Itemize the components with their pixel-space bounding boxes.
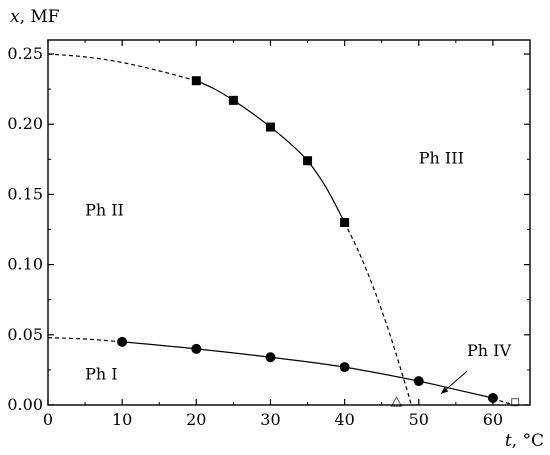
filled-circle-point — [265, 352, 276, 363]
y-tick-label: 0.20 — [7, 114, 43, 133]
y-tick-label: 0.15 — [7, 184, 43, 203]
x-axis-unit: , °C — [512, 431, 544, 451]
curve-dashed-3 — [47, 337, 123, 343]
x-tick-label: 50 — [409, 410, 429, 429]
pointer-arrow-head — [441, 386, 449, 394]
annotations-layer: Ph II Ph I Ph III Ph IV — [85, 149, 511, 395]
y-tick-label: 0.25 — [7, 44, 43, 63]
filled-circle-point — [191, 343, 202, 354]
x-tick-label: 20 — [186, 410, 206, 429]
x-tick-label: 0 — [43, 410, 53, 429]
region-label: Ph III — [419, 149, 464, 168]
curve-solid-1 — [196, 80, 346, 223]
filled-square-point — [265, 122, 275, 132]
x-tick-label: 40 — [334, 410, 354, 429]
x-tick-label: 30 — [260, 410, 280, 429]
filled-circle-point — [413, 376, 424, 387]
filled-square-point — [191, 76, 201, 86]
y-axis-var: x — [10, 7, 20, 27]
x-axis-title: t, °C — [505, 431, 544, 451]
y-axis-unit: , MF — [20, 7, 60, 27]
y-tick-label: 0.00 — [7, 395, 43, 414]
x-axis: 0 10 20 30 40 50 60 — [43, 40, 503, 429]
region-label: Ph IV — [467, 341, 511, 360]
curve-dashed-2 — [344, 222, 412, 406]
x-tick-label: 10 — [112, 410, 132, 429]
filled-square-point — [228, 95, 238, 105]
y-axis-title: x, MF — [10, 7, 60, 27]
x-tick-label: 60 — [483, 410, 503, 429]
filled-circle-point — [117, 336, 128, 347]
y-tick-label: 0.10 — [7, 255, 43, 274]
curve-solid-4 — [122, 341, 494, 399]
filled-circle-point — [339, 362, 350, 373]
markers-layer — [117, 76, 520, 407]
curves-layer — [47, 53, 516, 406]
plot-frame — [47, 39, 531, 406]
region-label: Ph I — [85, 365, 117, 384]
filled-square-point — [303, 156, 313, 166]
filled-circle-point — [487, 392, 498, 403]
curve-dashed-0 — [47, 53, 197, 82]
open-triangle-point — [390, 396, 403, 407]
region-label: Ph II — [85, 200, 124, 219]
y-tick-label: 0.05 — [7, 325, 43, 344]
x-axis-var: t — [505, 431, 512, 451]
filled-square-point — [340, 218, 350, 227]
y-axis: 0.00 0.05 0.10 0.15 0.20 0.25 — [7, 44, 530, 414]
